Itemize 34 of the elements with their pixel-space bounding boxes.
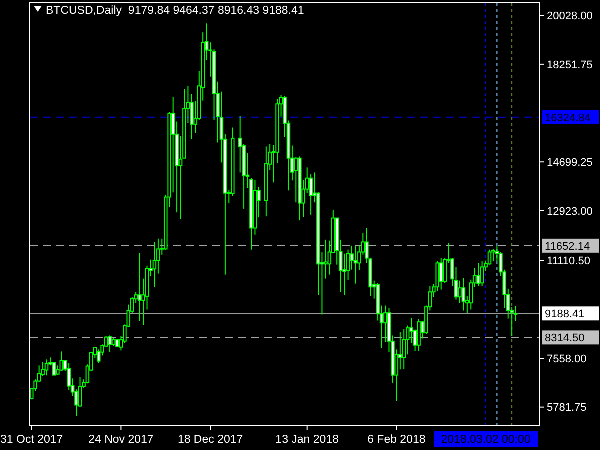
x-tick-label: 24 Nov 2017	[88, 434, 154, 446]
candlestick	[294, 156, 298, 204]
candlestick	[44, 359, 49, 376]
ref-line-label: 9188.41	[545, 308, 585, 321]
candlestick	[152, 242, 157, 288]
ref-line-label: 8314.50	[545, 332, 585, 345]
y-tick-label: 12923.00	[547, 206, 593, 218]
candlestick	[462, 278, 466, 312]
y-tick-label: 18251.75	[547, 59, 593, 72]
candlestick	[480, 261, 484, 287]
x-tick-label: 18 Dec 2017	[178, 434, 244, 446]
candlestick	[52, 362, 56, 376]
x-tick-label: 6 Feb 2018	[368, 434, 426, 446]
y-tick-label: 11110.50	[547, 256, 590, 268]
candlestick	[138, 252, 142, 322]
candlestick	[402, 328, 406, 370]
candlestick	[417, 318, 421, 352]
candlestick	[458, 280, 462, 304]
chart-title: BTCUSD,Daily 9179.84 9464.37 8916.43 9188.41	[46, 5, 304, 17]
y-tick-label: 20028.00	[547, 10, 593, 22]
ref-line-label: 2018.03.02 00:00	[441, 434, 531, 446]
candlestick	[60, 351, 64, 372]
ref-line-label: 16324.84	[545, 112, 591, 124]
x-tick-label: 31 Oct 2017	[0, 434, 64, 446]
x-tick-label: 13 Jan 2018	[276, 434, 339, 446]
candlestick	[476, 262, 480, 287]
candlestick	[108, 335, 112, 353]
candlestick	[492, 248, 496, 262]
y-tick-label: 7558.00	[547, 353, 587, 366]
candlestick	[439, 258, 444, 290]
y-tick-label: 14699.25	[547, 156, 593, 169]
y-tick-label: 5781.75	[547, 402, 587, 414]
candlestick	[354, 246, 358, 284]
ref-line-label: 11652.14	[545, 240, 590, 253]
